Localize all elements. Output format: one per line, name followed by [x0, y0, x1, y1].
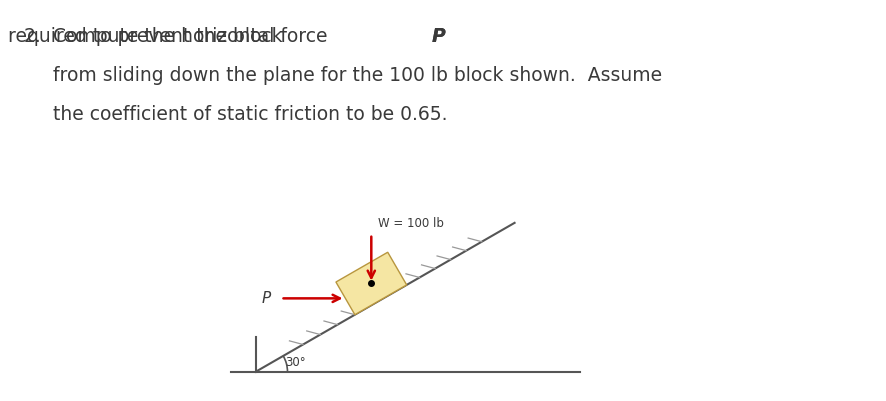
Text: 30°: 30°	[285, 356, 306, 369]
Polygon shape	[336, 252, 406, 315]
Text: Compute the horizontal force: Compute the horizontal force	[53, 27, 333, 46]
Text: W = 100 lb: W = 100 lb	[377, 217, 444, 230]
Text: required to prevent the block: required to prevent the block	[3, 27, 283, 46]
Text: P: P	[431, 27, 445, 46]
Text: the coefficient of static friction to be 0.65.: the coefficient of static friction to be…	[53, 105, 447, 124]
Text: P: P	[261, 291, 270, 306]
Text: 2.: 2.	[23, 27, 41, 46]
Text: from sliding down the plane for the 100 lb block shown.  Assume: from sliding down the plane for the 100 …	[53, 66, 662, 85]
Text: P: P	[431, 27, 445, 46]
